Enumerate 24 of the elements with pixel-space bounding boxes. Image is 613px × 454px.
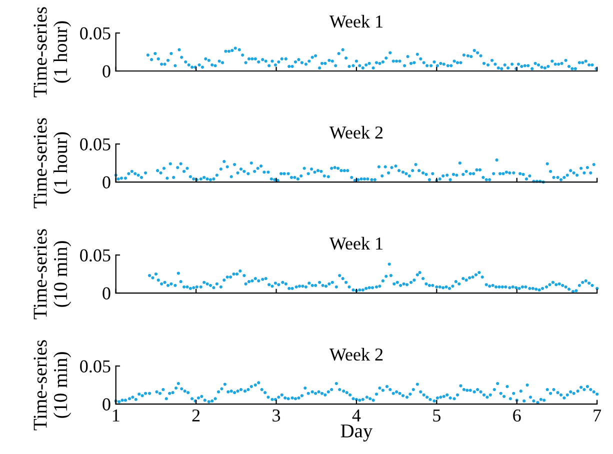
chart-title: Week 2	[329, 348, 383, 361]
y-tick-label: 0.05	[80, 27, 110, 40]
y-axis-title: Time-series (1 hour)	[34, 118, 72, 208]
y-axis-title: Time-series (10 min)	[34, 229, 72, 320]
y-tick-label: 0.05	[80, 249, 110, 262]
y-tick-label: 0	[102, 287, 110, 300]
x-tick-label: 2	[192, 409, 200, 422]
x-tick-label: 1	[112, 409, 120, 422]
y-axis-title: Time-series (1 hour)	[34, 7, 72, 98]
y-tick-label: 0	[102, 398, 110, 410]
x-tick-label: 6	[513, 409, 521, 422]
chart-title: Week 1	[329, 14, 382, 28]
y-tick-label: 0.05	[80, 138, 110, 151]
x-axis-title: Day	[340, 424, 373, 442]
y-axis-title: Time-series (10 min)	[34, 340, 72, 430]
chart-title: Week 1	[329, 236, 382, 250]
y-tick-label: 0	[102, 176, 110, 188]
y-tick-label: 0	[102, 65, 110, 78]
chart-title: Week 2	[329, 126, 383, 139]
x-tick-label: 5	[433, 410, 440, 422]
y-tick-label: 0.05	[80, 360, 110, 373]
x-tick-label: 3	[272, 409, 280, 422]
x-tick-label: 4	[352, 410, 361, 422]
x-tick-label: 7	[594, 410, 602, 422]
